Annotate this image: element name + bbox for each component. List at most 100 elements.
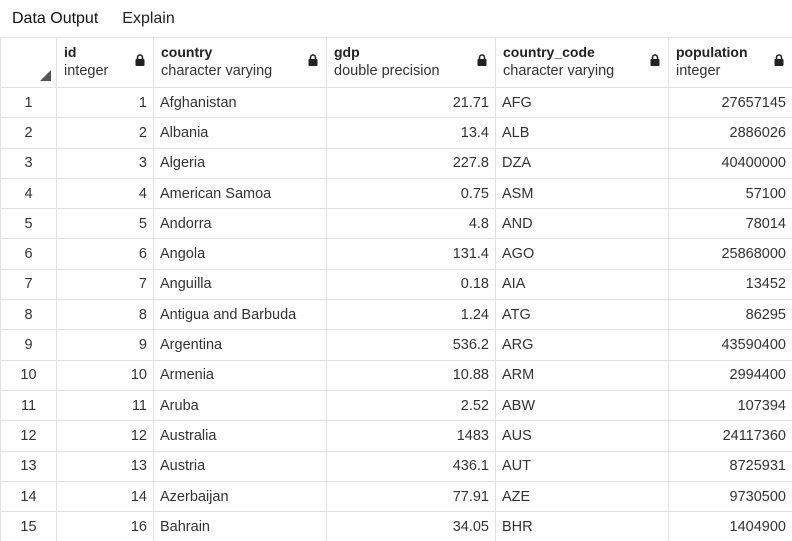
cell-country[interactable]: Bahrain xyxy=(153,511,327,541)
cell-id[interactable]: 12 xyxy=(56,420,154,452)
table-row[interactable]: 13 13 Austria 436.1 AUT 8725931 xyxy=(0,450,792,482)
cell-gdp[interactable]: 2.52 xyxy=(326,389,496,422)
cell-gdp[interactable]: 13.4 xyxy=(326,117,496,149)
table-row[interactable]: 7 7 Anguilla 0.18 AIA 13452 xyxy=(0,268,792,301)
cell-id[interactable]: 6 xyxy=(56,238,154,270)
cell-country-code[interactable]: AIA xyxy=(495,268,669,301)
cell-gdp[interactable]: 10.88 xyxy=(326,359,496,391)
table-row[interactable]: 8 8 Antigua and Barbuda 1.24 ATG 86295 xyxy=(0,299,792,331)
table-row[interactable]: 12 12 Australia 1483 AUS 24117360 xyxy=(0,420,792,452)
cell-population[interactable]: 43590400 xyxy=(668,329,792,361)
cell-population[interactable]: 25868000 xyxy=(668,238,792,270)
cell-population[interactable]: 8725931 xyxy=(668,450,792,482)
cell-gdp[interactable]: 0.18 xyxy=(326,268,496,301)
cell-country-code[interactable]: BHR xyxy=(495,511,669,541)
cell-population[interactable]: 107394 xyxy=(668,389,792,422)
cell-country-code[interactable]: AZE xyxy=(495,480,669,513)
table-row[interactable]: 3 3 Algeria 227.8 DZA 40400000 xyxy=(0,147,792,179)
cell-id[interactable]: 9 xyxy=(56,329,154,361)
cell-gdp[interactable]: 227.8 xyxy=(326,147,496,179)
cell-gdp[interactable]: 77.91 xyxy=(326,480,496,513)
cell-country[interactable]: Argentina xyxy=(153,329,327,361)
cell-country-code[interactable]: AUS xyxy=(495,420,669,452)
cell-country-code[interactable]: AND xyxy=(495,208,669,240)
row-number[interactable]: 4 xyxy=(0,177,57,210)
cell-id[interactable]: 13 xyxy=(56,450,154,482)
row-number[interactable]: 7 xyxy=(0,268,57,301)
cell-country-code[interactable]: AGO xyxy=(495,238,669,270)
cell-country[interactable]: Anguilla xyxy=(153,268,327,301)
table-row[interactable]: 5 5 Andorra 4.8 AND 78014 xyxy=(0,208,792,240)
cell-country[interactable]: Azerbaijan xyxy=(153,480,327,513)
cell-id[interactable]: 10 xyxy=(56,359,154,391)
column-header-gdp[interactable]: gdp double precision xyxy=(326,37,496,88)
row-number[interactable]: 2 xyxy=(0,117,57,149)
cell-country-code[interactable]: ARM xyxy=(495,359,669,391)
cell-id[interactable]: 4 xyxy=(56,177,154,210)
cell-gdp[interactable]: 0.75 xyxy=(326,177,496,210)
row-number[interactable]: 11 xyxy=(0,389,57,422)
cell-country[interactable]: Andorra xyxy=(153,208,327,240)
row-number[interactable]: 9 xyxy=(0,329,57,361)
cell-id[interactable]: 1 xyxy=(56,86,154,119)
cell-country-code[interactable]: ASM xyxy=(495,177,669,210)
table-row[interactable]: 15 16 Bahrain 34.05 BHR 1404900 xyxy=(0,511,792,541)
column-header-country-code[interactable]: country_code character varying xyxy=(495,37,669,88)
tab-data-output[interactable]: Data Output xyxy=(12,10,99,27)
row-number[interactable]: 3 xyxy=(0,147,57,179)
cell-id[interactable]: 7 xyxy=(56,268,154,301)
cell-country[interactable]: Aruba xyxy=(153,389,327,422)
cell-population[interactable]: 78014 xyxy=(668,208,792,240)
cell-country[interactable]: Armenia xyxy=(153,359,327,391)
cell-population[interactable]: 2886026 xyxy=(668,117,792,149)
row-number[interactable]: 5 xyxy=(0,208,57,240)
cell-country-code[interactable]: ALB xyxy=(495,117,669,149)
cell-country[interactable]: Angola xyxy=(153,238,327,270)
row-number[interactable]: 10 xyxy=(0,359,57,391)
column-header-id[interactable]: id integer xyxy=(56,37,154,88)
cell-country[interactable]: Algeria xyxy=(153,147,327,179)
cell-gdp[interactable]: 131.4 xyxy=(326,238,496,270)
table-row[interactable]: 6 6 Angola 131.4 AGO 25868000 xyxy=(0,238,792,270)
cell-country[interactable]: Afghanistan xyxy=(153,86,327,119)
cell-population[interactable]: 27657145 xyxy=(668,86,792,119)
cell-id[interactable]: 8 xyxy=(56,299,154,331)
cell-id[interactable]: 16 xyxy=(56,511,154,541)
cell-country[interactable]: Australia xyxy=(153,420,327,452)
table-row[interactable]: 10 10 Armenia 10.88 ARM 2994400 xyxy=(0,359,792,391)
cell-population[interactable]: 1404900 xyxy=(668,511,792,541)
table-row[interactable]: 14 14 Azerbaijan 77.91 AZE 9730500 xyxy=(0,480,792,513)
table-row[interactable]: 2 2 Albania 13.4 ALB 2886026 xyxy=(0,117,792,149)
cell-country-code[interactable]: ARG xyxy=(495,329,669,361)
cell-population[interactable]: 86295 xyxy=(668,299,792,331)
cell-id[interactable]: 11 xyxy=(56,389,154,422)
cell-id[interactable]: 2 xyxy=(56,117,154,149)
cell-country[interactable]: Austria xyxy=(153,450,327,482)
cell-country[interactable]: Albania xyxy=(153,117,327,149)
cell-country-code[interactable]: ABW xyxy=(495,389,669,422)
cell-id[interactable]: 5 xyxy=(56,208,154,240)
cell-gdp[interactable]: 34.05 xyxy=(326,511,496,541)
column-header-population[interactable]: population integer xyxy=(668,37,792,88)
cell-country-code[interactable]: DZA xyxy=(495,147,669,179)
table-row[interactable]: 1 1 Afghanistan 21.71 AFG 27657145 xyxy=(0,86,792,119)
cell-population[interactable]: 13452 xyxy=(668,268,792,301)
row-number[interactable]: 14 xyxy=(0,480,57,513)
cell-country-code[interactable]: AUT xyxy=(495,450,669,482)
cell-population[interactable]: 24117360 xyxy=(668,420,792,452)
select-all-cell[interactable] xyxy=(0,37,57,88)
row-number[interactable]: 8 xyxy=(0,299,57,331)
select-all-triangle-icon[interactable] xyxy=(40,70,51,81)
cell-population[interactable]: 57100 xyxy=(668,177,792,210)
row-number[interactable]: 12 xyxy=(0,420,57,452)
row-number[interactable]: 6 xyxy=(0,238,57,270)
cell-population[interactable]: 2994400 xyxy=(668,359,792,391)
cell-gdp[interactable]: 536.2 xyxy=(326,329,496,361)
table-row[interactable]: 11 11 Aruba 2.52 ABW 107394 xyxy=(0,389,792,422)
table-row[interactable]: 9 9 Argentina 536.2 ARG 43590400 xyxy=(0,329,792,361)
row-number[interactable]: 13 xyxy=(0,450,57,482)
cell-gdp[interactable]: 1483 xyxy=(326,420,496,452)
cell-id[interactable]: 14 xyxy=(56,480,154,513)
row-number[interactable]: 15 xyxy=(0,511,57,541)
cell-country[interactable]: American Samoa xyxy=(153,177,327,210)
